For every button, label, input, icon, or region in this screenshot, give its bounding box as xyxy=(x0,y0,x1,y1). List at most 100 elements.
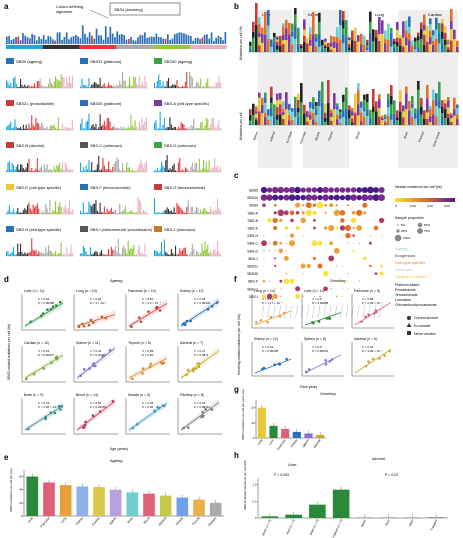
signature-bar xyxy=(57,253,59,256)
signature-bar xyxy=(127,167,129,172)
stacked-bar-segment xyxy=(294,96,297,109)
spectrum-bar xyxy=(49,36,52,44)
signature-bar xyxy=(177,253,179,256)
stacked-bar-segment xyxy=(330,109,333,113)
stacked-bar-segment xyxy=(333,36,336,42)
signature-bar xyxy=(170,85,172,88)
panel-a-top-label-a: Colour-defining xyxy=(56,4,83,9)
x-tick-label: Cardiac xyxy=(91,516,101,527)
spectrum-bar xyxy=(215,37,217,44)
panel-b-top-stacked-bars xyxy=(248,2,460,53)
dot-cell xyxy=(356,187,363,193)
signature-bar xyxy=(15,166,17,172)
scatter-point xyxy=(80,322,84,326)
x-tick-label: Blood xyxy=(143,516,151,525)
organ-label: Spleen xyxy=(252,131,259,141)
stacked-bar-segment xyxy=(357,35,360,42)
signature-swatch xyxy=(80,58,88,64)
bar xyxy=(356,517,374,518)
stacked-bar-segment xyxy=(276,41,279,46)
signature-bar xyxy=(138,164,140,172)
group-label: Ageing xyxy=(395,246,407,251)
stacked-bar-segment xyxy=(456,104,459,109)
stacked-bar-segment xyxy=(279,104,282,115)
facet-title: Kidney (n = 10) xyxy=(254,337,278,341)
stacked-bar-segment xyxy=(285,40,288,52)
signature-bar xyxy=(11,163,13,172)
facet-p: P = 0.00015 xyxy=(312,349,329,353)
panel-d-ylabel: SBS5-related mutations per cell (kb) xyxy=(7,324,11,380)
scatter-point xyxy=(141,372,144,375)
facet-title: Adrenal (n = 7) xyxy=(180,341,203,345)
stacked-bar-segment xyxy=(279,45,282,52)
dot-cell xyxy=(302,235,304,237)
spectrum-bar xyxy=(155,33,158,44)
signature-bar xyxy=(210,206,212,214)
signature-bar xyxy=(154,198,156,214)
stacked-bar-segment xyxy=(447,113,450,119)
stacked-bar-segment xyxy=(285,109,288,125)
stacked-bar-segment xyxy=(270,116,273,125)
stacked-bar-segment xyxy=(366,43,369,45)
signature-bar xyxy=(117,238,119,256)
stacked-bar-segment xyxy=(348,110,351,119)
signature-bar xyxy=(41,122,43,130)
stacked-bar-segment xyxy=(273,32,276,38)
dot-cell xyxy=(269,242,271,244)
stacked-bar-segment xyxy=(261,104,264,114)
signature-bar xyxy=(168,77,170,88)
signature-bar xyxy=(140,201,142,214)
stacked-bar-segment xyxy=(342,110,345,117)
signature-bar xyxy=(36,80,38,88)
signature-bar xyxy=(176,80,178,88)
x-tick-label: Often xyxy=(408,518,415,527)
signature-bar xyxy=(158,212,160,214)
signature-bar xyxy=(110,207,112,214)
signature-swatch xyxy=(80,142,88,148)
signature-bar xyxy=(175,170,177,172)
stacked-bar-segment xyxy=(447,97,450,101)
stacked-bar-segment xyxy=(309,102,312,108)
signature-bar xyxy=(31,238,33,256)
signature-bar xyxy=(14,254,16,256)
stacked-bar-segment xyxy=(297,112,300,117)
stacked-bar-segment xyxy=(339,118,342,123)
signature-bar xyxy=(143,124,145,130)
signature-bar xyxy=(140,126,142,130)
stacked-bar-segment xyxy=(312,34,315,52)
dot-cell xyxy=(272,240,278,246)
spectrum-bar xyxy=(75,34,77,44)
facet-p: P = 3.09 × 10⁻¹ xyxy=(362,349,383,353)
signature-bar xyxy=(210,250,212,256)
stacked-bar-segment xyxy=(342,34,345,44)
signature-bar xyxy=(20,164,22,172)
stacked-bar-segment xyxy=(276,45,279,50)
stacked-bar-segment xyxy=(456,46,459,52)
signature-bar xyxy=(59,202,61,214)
stacked-bar-segment xyxy=(351,111,354,116)
stacked-bar-segment xyxy=(297,116,300,125)
signature-bar xyxy=(106,208,108,214)
stacked-bar-segment xyxy=(261,27,264,34)
stacked-bar-segment xyxy=(336,36,339,43)
stacked-bar-segment xyxy=(255,111,258,114)
stacked-bar-segment xyxy=(429,109,432,117)
signature-bar xyxy=(127,240,129,256)
spectrum-bar xyxy=(176,33,178,44)
stacked-bar-segment xyxy=(324,103,327,113)
scatter-point xyxy=(139,320,143,324)
dot-cell xyxy=(312,210,317,215)
stacked-bar-segment xyxy=(447,50,450,52)
dot-cell xyxy=(300,263,306,269)
signature-bar xyxy=(163,85,165,88)
signature-bar xyxy=(88,78,90,88)
stacked-bar-segment xyxy=(309,107,312,112)
stacked-bar-segment xyxy=(453,97,456,110)
stacked-bar-segment xyxy=(318,46,321,52)
scatter-point xyxy=(259,319,263,322)
dot-cell xyxy=(375,250,377,252)
signature-bar xyxy=(168,254,170,256)
signature-bar xyxy=(89,86,91,88)
signature-bar xyxy=(13,78,15,88)
signature-bar xyxy=(119,168,121,172)
